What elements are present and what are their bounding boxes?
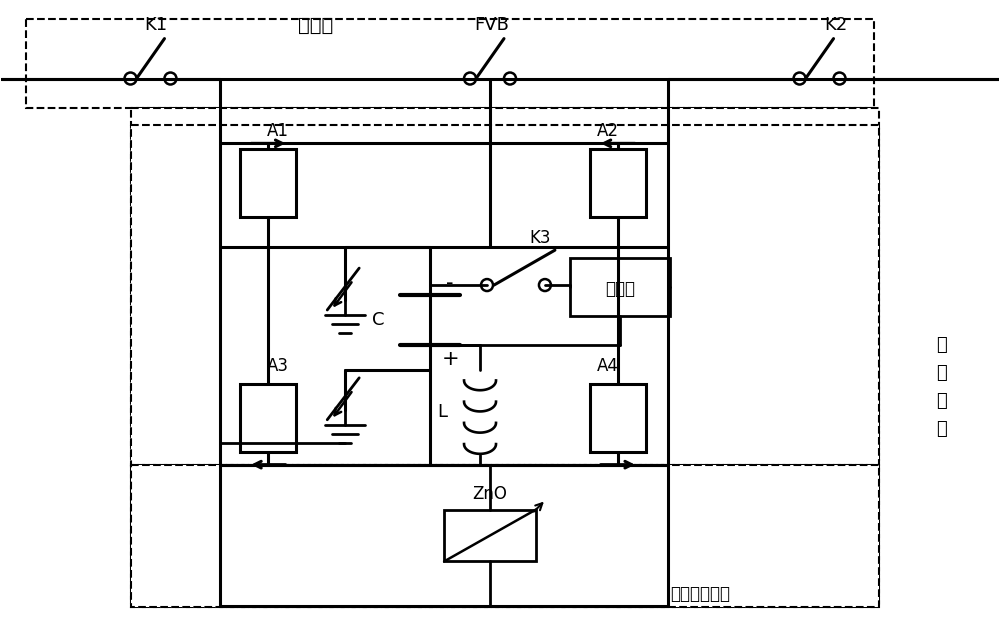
Text: 移: 移 (936, 364, 947, 382)
Text: 主支路: 主支路 (298, 16, 333, 35)
Bar (590, 384, 646, 452)
Text: A2: A2 (597, 123, 619, 141)
Text: A3: A3 (267, 357, 289, 375)
Bar (240, 149, 296, 217)
Bar (570, 258, 670, 316)
Text: 支: 支 (936, 392, 947, 410)
Text: K1: K1 (144, 15, 167, 33)
Circle shape (125, 72, 137, 85)
Text: C: C (372, 311, 384, 329)
Text: 路: 路 (936, 420, 947, 438)
Circle shape (464, 72, 476, 85)
Circle shape (504, 72, 516, 85)
Bar (131, 108, 879, 607)
Text: 充电机: 充电机 (605, 280, 635, 298)
Text: K3: K3 (529, 229, 551, 247)
Text: FVB: FVB (475, 15, 509, 33)
Text: K2: K2 (824, 15, 847, 33)
Bar (131, 126, 879, 465)
Bar (26, 19, 874, 108)
Circle shape (481, 279, 493, 291)
Text: L: L (437, 403, 447, 421)
Circle shape (164, 72, 176, 85)
Text: A4: A4 (597, 357, 619, 375)
Text: A1: A1 (267, 123, 289, 141)
Bar (444, 509, 536, 561)
Bar (240, 384, 296, 452)
Text: -: - (446, 273, 454, 293)
Text: ZnO: ZnO (473, 485, 507, 503)
Text: +: + (441, 349, 459, 369)
Bar (131, 465, 879, 607)
Circle shape (794, 72, 806, 85)
Bar (590, 149, 646, 217)
Circle shape (539, 279, 551, 291)
Circle shape (834, 72, 846, 85)
Text: 能量吸收支路: 能量吸收支路 (670, 586, 730, 604)
Text: 转: 转 (936, 336, 947, 354)
